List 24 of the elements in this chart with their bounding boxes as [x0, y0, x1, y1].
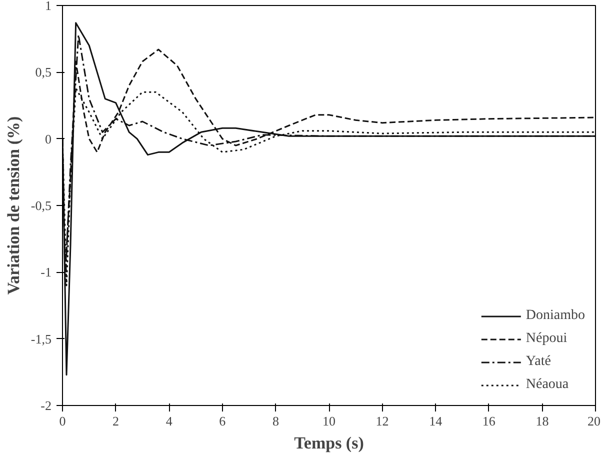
x-tick-label: 12 [376, 414, 389, 428]
x-tick-label: 18 [536, 414, 549, 428]
legend-label: Doniambo [526, 308, 585, 324]
x-tick-label: 2 [112, 414, 120, 428]
x-axis-title: Temps (s) [294, 434, 364, 452]
y-tick-label: 0 [45, 131, 52, 146]
y-tick-label: 0,5 [35, 64, 52, 80]
x-tick-label: 0 [59, 414, 66, 428]
y-tick-label: 1 [45, 0, 52, 13]
legend-label: Yaté [526, 354, 551, 370]
x-tick-label: 10 [322, 414, 336, 428]
legend-label: Néaoua [526, 377, 569, 393]
x-tick-label: 6 [219, 414, 226, 428]
y-tick-label: -1 [40, 264, 52, 280]
y-axis-title: Variation de tension (%) [4, 116, 23, 295]
x-tick-label: 20 [588, 414, 600, 428]
x-tick-label: 16 [482, 414, 496, 428]
y-tick-label: -2 [40, 398, 52, 413]
x-tick-label: 14 [429, 414, 443, 428]
x-tick-label: 4 [166, 414, 173, 428]
x-tick-label: 8 [272, 414, 279, 428]
legend-label: Népoui [526, 331, 568, 347]
y-tick-label: -1,5 [30, 331, 52, 346]
y-tick-label: -0,5 [30, 198, 52, 213]
